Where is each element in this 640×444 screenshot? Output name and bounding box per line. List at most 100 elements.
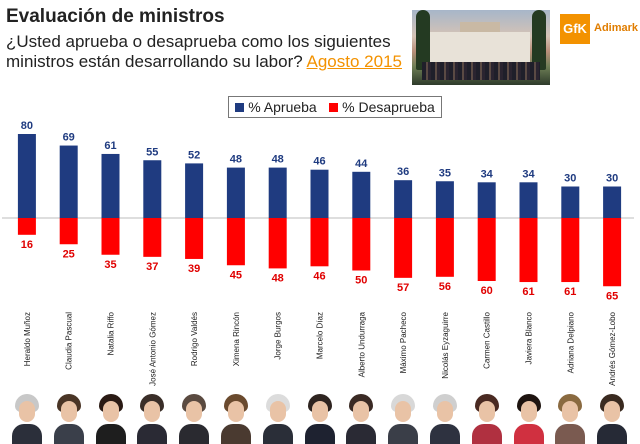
category-label: Carmen Castillo [483, 311, 492, 368]
minister-portrait [513, 394, 544, 444]
minister-portraits [0, 394, 640, 444]
category-label: Adriana Delpiano [566, 311, 575, 373]
data-label-approve: 80 [21, 120, 33, 132]
portrait-body [471, 424, 502, 444]
bar-disapprove [603, 218, 622, 287]
portrait-body [220, 424, 251, 444]
portrait-body [388, 424, 419, 444]
minister-portrait [471, 394, 502, 444]
portrait-body [262, 424, 293, 444]
bar-approve [477, 182, 496, 218]
minister-portrait [179, 394, 210, 444]
cabinet-photo [412, 10, 550, 85]
data-label-disapprove: 56 [439, 281, 451, 293]
data-label-disapprove: 48 [272, 272, 284, 284]
minister-portrait [346, 394, 377, 444]
minister-portrait [11, 394, 42, 444]
portrait-head [604, 401, 621, 422]
category-label: José Antonio Gómez [148, 312, 157, 386]
bar-disapprove [185, 218, 204, 259]
bar-approve [352, 171, 371, 218]
bar-disapprove [101, 218, 120, 255]
data-label-disapprove: 25 [63, 248, 75, 260]
minister-portrait [220, 394, 251, 444]
data-label-approve: 46 [313, 156, 325, 168]
minister-portrait [137, 394, 168, 444]
gfk-adimark-logo: GfK Adimark [556, 10, 638, 50]
bar-disapprove [59, 218, 78, 245]
legend-item-disapprove: % Desaprueba [329, 99, 435, 115]
category-label: Rodrigo Valdés [190, 312, 199, 366]
data-label-disapprove: 35 [104, 259, 116, 271]
portrait-head [227, 401, 244, 422]
bar-approve [603, 186, 622, 218]
survey-question: ¿Usted aprueba o desaprueba como los sig… [6, 32, 406, 72]
data-label-approve: 30 [564, 173, 576, 185]
portrait-head [269, 401, 286, 422]
bar-disapprove [143, 218, 162, 257]
data-label-approve: 52 [188, 149, 200, 161]
category-label: Natalia Riffo [107, 311, 116, 355]
category-label: Marcelo Díaz [316, 312, 325, 359]
category-label: Andrés Gómez-Lobo [608, 311, 617, 385]
bar-disapprove [394, 218, 413, 278]
bar-approve [561, 186, 580, 218]
minister-portrait [304, 394, 335, 444]
portrait-body [95, 424, 126, 444]
data-label-disapprove: 60 [481, 285, 493, 297]
data-label-disapprove: 37 [146, 261, 158, 273]
minister-portrait [262, 394, 293, 444]
portrait-body [137, 424, 168, 444]
data-label-approve: 34 [481, 168, 494, 180]
portrait-head [562, 401, 579, 422]
data-label-approve: 55 [146, 146, 158, 158]
category-label: Máximo Pacheco [399, 311, 408, 373]
category-label: Heraldo Muñoz [23, 312, 32, 366]
legend-label-approve: % Aprueba [248, 99, 317, 115]
portrait-head [520, 401, 537, 422]
minister-portrait [95, 394, 126, 444]
bar-disapprove [435, 218, 454, 277]
legend-swatch-disapprove [329, 102, 339, 112]
bar-approve [519, 182, 538, 218]
portrait-head [18, 401, 35, 422]
bar-disapprove [519, 218, 538, 283]
data-label-approve: 30 [606, 173, 618, 185]
data-label-disapprove: 46 [313, 270, 325, 282]
category-label: Claudia Pascual [65, 312, 74, 370]
data-label-disapprove: 45 [230, 269, 242, 281]
bar-approve [101, 153, 120, 218]
bar-disapprove [226, 218, 245, 266]
bar-disapprove [561, 218, 580, 283]
bar-approve [185, 163, 204, 218]
bar-approve [310, 169, 329, 218]
date-link[interactable]: Agosto 2015 [306, 52, 402, 71]
portrait-body [513, 424, 544, 444]
portrait-head [60, 401, 77, 422]
bar-disapprove [477, 218, 496, 281]
gfk-logo-mark: GfK [560, 14, 590, 44]
data-label-approve: 35 [439, 167, 451, 179]
category-label: Alberto Undurraga [357, 311, 366, 377]
portrait-body [429, 424, 460, 444]
data-label-disapprove: 39 [188, 263, 200, 275]
portrait-head [478, 401, 495, 422]
data-label-disapprove: 61 [522, 286, 534, 298]
data-label-approve: 44 [355, 158, 368, 170]
portrait-head [144, 401, 161, 422]
category-label: Jorge Burgos [274, 312, 283, 360]
data-label-disapprove: 57 [397, 282, 409, 294]
data-label-approve: 69 [63, 132, 75, 144]
bar-disapprove [17, 218, 36, 235]
portrait-head [395, 401, 412, 422]
portrait-head [353, 401, 370, 422]
legend-label-disapprove: % Desaprueba [342, 99, 435, 115]
minister-portrait [388, 394, 419, 444]
chart-title: Evaluación de ministros [6, 6, 225, 27]
portrait-head [186, 401, 203, 422]
data-label-approve: 61 [104, 140, 116, 152]
bar-approve [143, 160, 162, 218]
portrait-head [102, 401, 119, 422]
bar-approve [435, 181, 454, 218]
data-label-disapprove: 16 [21, 239, 33, 251]
